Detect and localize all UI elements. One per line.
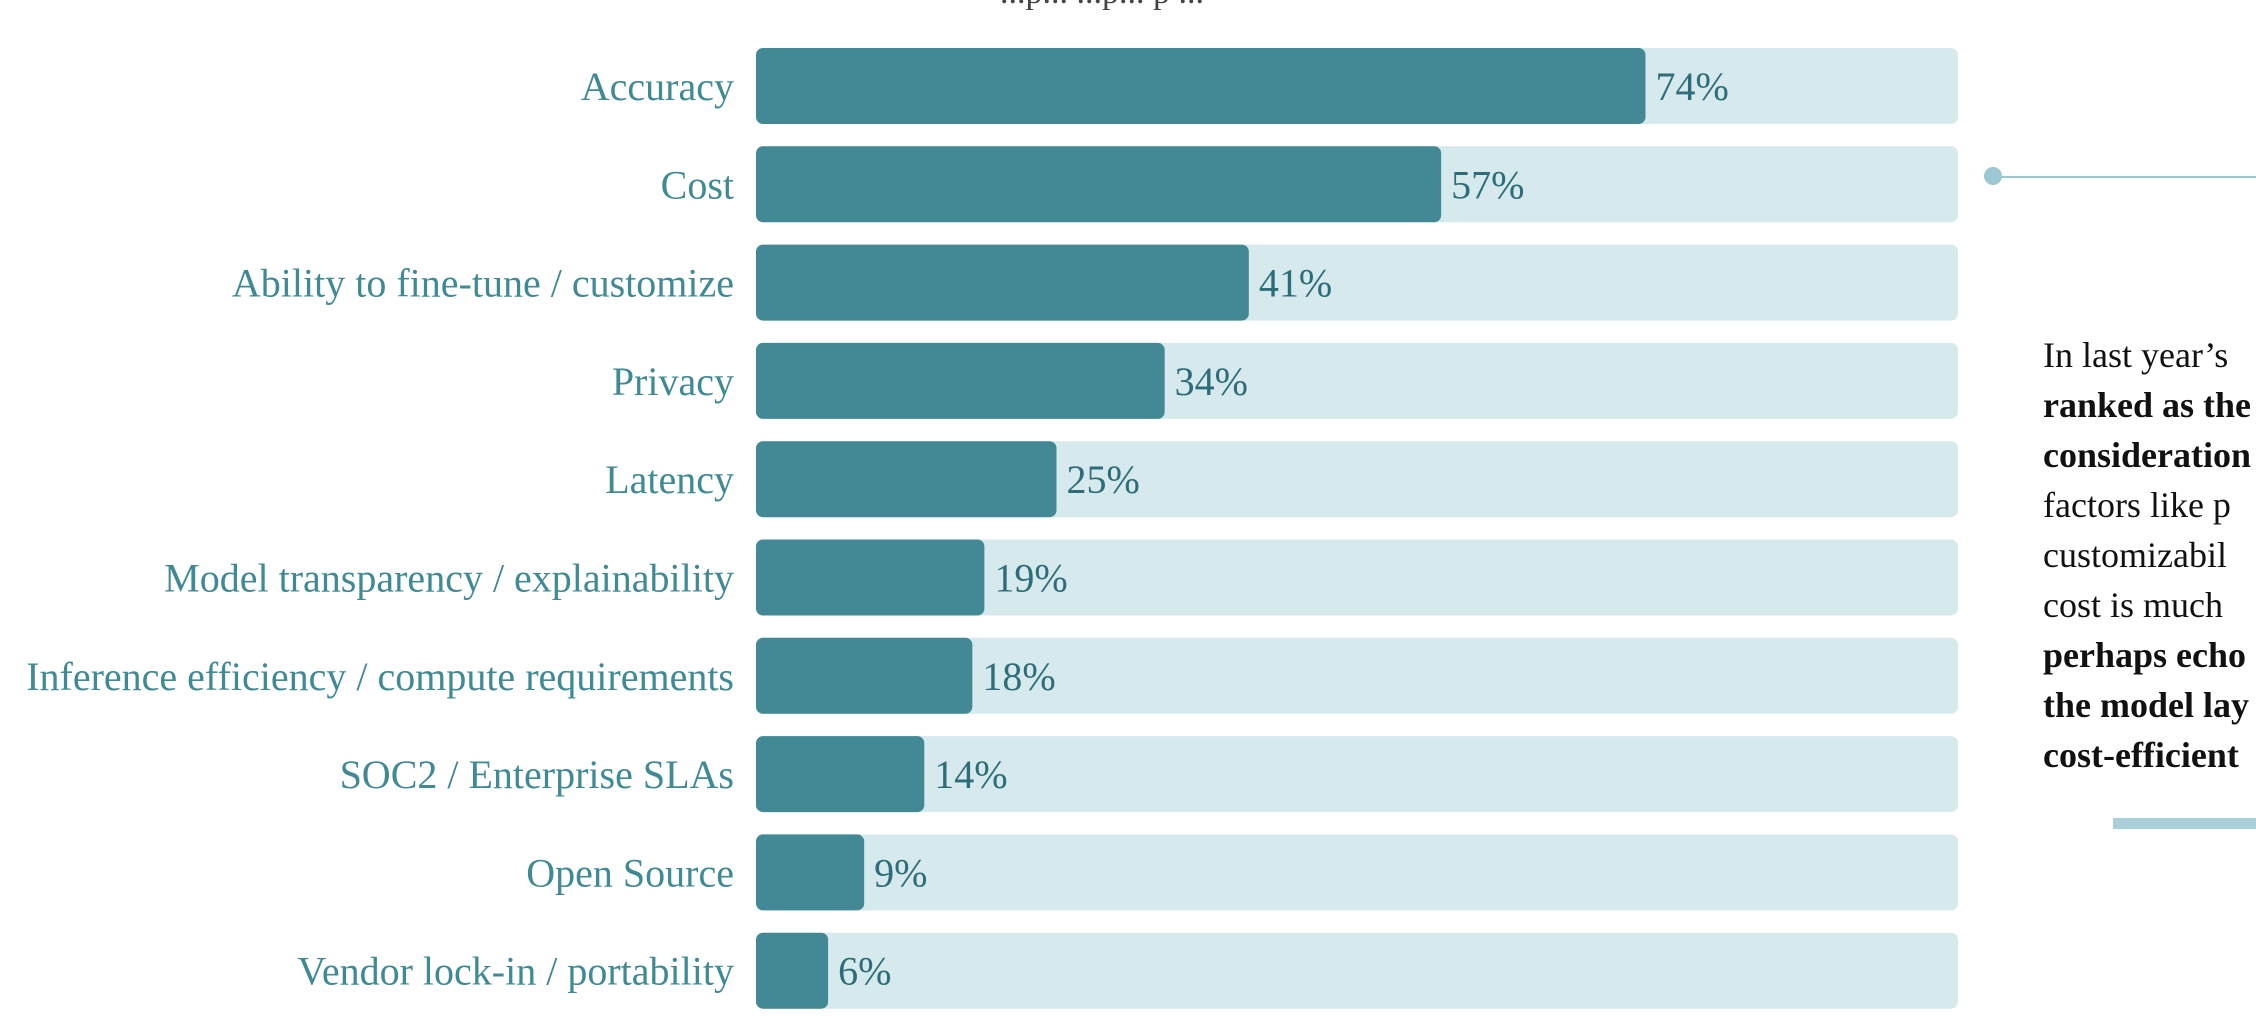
category-label: Model transparency / explainability	[164, 556, 734, 601]
category-label: Open Source	[526, 850, 734, 895]
category-label: Ability to fine-tune / customize	[232, 261, 734, 306]
bar-track	[756, 736, 1958, 813]
side-note-line-9: cost-efficient	[2043, 735, 2239, 775]
value-label: 57%	[1451, 162, 1524, 207]
value-label: 14%	[934, 752, 1007, 797]
bar-track	[756, 932, 1958, 1009]
bar-track	[756, 539, 1958, 616]
bar	[756, 736, 925, 813]
value-label: 19%	[994, 556, 1067, 601]
side-note-line-6: cost is much	[2043, 585, 2223, 625]
category-label: Vendor lock-in / portability	[297, 949, 734, 994]
side-note-line-5: customizabil	[2043, 535, 2227, 575]
bar	[756, 932, 829, 1009]
bar	[756, 48, 1646, 124]
side-note-line-1: In last year’s	[2043, 335, 2229, 375]
bar	[756, 539, 985, 616]
bar	[756, 441, 1057, 518]
category-label: Inference efficiency / compute requireme…	[26, 654, 734, 699]
bar-track	[756, 834, 1958, 911]
bar	[756, 637, 973, 714]
bar	[756, 834, 865, 911]
side-note-line-8: the model lay	[2043, 685, 2249, 725]
category-label: Cost	[661, 162, 734, 207]
side-note-line-7: perhaps echo	[2043, 635, 2247, 675]
bar	[756, 146, 1442, 223]
value-label: 41%	[1259, 261, 1332, 306]
value-label: 25%	[1067, 457, 1140, 502]
bar	[756, 342, 1165, 419]
connector-line	[1992, 176, 2256, 178]
category-label: Privacy	[612, 359, 734, 404]
connector-dot	[1984, 167, 2002, 185]
category-label: Accuracy	[581, 64, 734, 109]
side-note-line-2: ranked as the	[2043, 385, 2252, 425]
side-note-accent-bar	[2113, 818, 2256, 829]
side-note: In last year’s ranked as the considerati…	[2043, 330, 2256, 780]
value-label: 34%	[1175, 359, 1248, 404]
bar-track	[756, 637, 1958, 714]
value-label: 18%	[982, 654, 1055, 699]
top-cutoff-text: ...p... ...p... p ...	[1000, 0, 1700, 12]
value-label: 9%	[874, 850, 927, 895]
value-label: 74%	[1655, 64, 1728, 109]
side-note-line-3: consideration	[2043, 435, 2252, 475]
bar	[756, 244, 1249, 321]
side-note-line-4: factors like p	[2043, 485, 2231, 525]
value-label: 6%	[838, 949, 891, 994]
category-label: Latency	[605, 457, 734, 502]
category-label: SOC2 / Enterprise SLAs	[340, 752, 734, 797]
